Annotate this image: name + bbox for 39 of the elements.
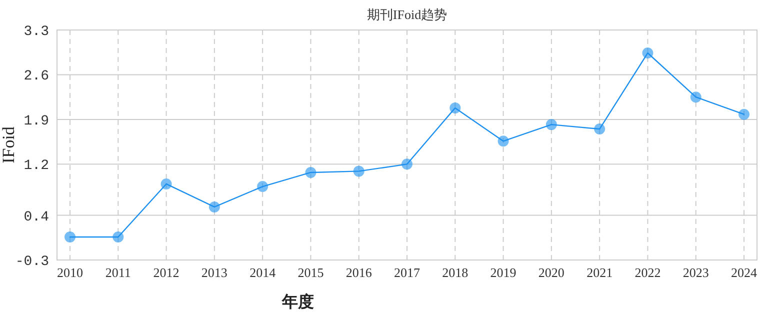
x-tick-label: 2023 xyxy=(682,265,709,280)
point xyxy=(594,124,606,135)
y-tick-label: 1.9 xyxy=(24,113,49,130)
x-tick-label: 2012 xyxy=(153,265,180,280)
x-tick-label: 2017 xyxy=(394,265,420,280)
chart-title: 期刊IFoid趋势 xyxy=(366,7,448,22)
x-tick-label: 2014 xyxy=(250,265,276,280)
x-tick-label: 2018 xyxy=(442,265,468,280)
point xyxy=(402,158,412,170)
y-tick-label: 0.4 xyxy=(24,209,49,226)
y-tick-label: -0.3 xyxy=(15,254,49,270)
point xyxy=(642,48,654,58)
x-tick-label: 2024 xyxy=(731,265,758,280)
point xyxy=(690,92,702,103)
y-tick-label: 2.6 xyxy=(24,68,49,85)
point xyxy=(498,136,509,147)
point xyxy=(160,178,172,190)
point xyxy=(64,232,76,242)
x-axis-title: 年度 xyxy=(281,292,314,311)
x-tick-label: 2010 xyxy=(57,265,83,280)
x-tick-label: 2020 xyxy=(538,265,564,280)
point xyxy=(208,201,220,212)
x-tick-label: 2013 xyxy=(201,265,228,280)
point xyxy=(546,119,557,130)
y-axis-title: IFoid xyxy=(0,126,18,164)
point xyxy=(450,102,461,114)
x-tick-label: 2011 xyxy=(105,265,131,280)
point xyxy=(112,232,124,242)
point xyxy=(353,166,364,177)
x-tick-label: 2016 xyxy=(346,265,372,280)
x-tick-label: 2021 xyxy=(586,265,613,280)
point xyxy=(305,166,316,178)
x-tick-label: 2022 xyxy=(634,265,661,280)
x-tick-label: 2019 xyxy=(490,265,516,280)
point xyxy=(738,108,750,120)
y-tick-label: 1.2 xyxy=(24,158,49,174)
x-tick-label: 2015 xyxy=(298,265,324,280)
point xyxy=(257,181,268,192)
y-tick-label: 3.3 xyxy=(24,24,49,40)
